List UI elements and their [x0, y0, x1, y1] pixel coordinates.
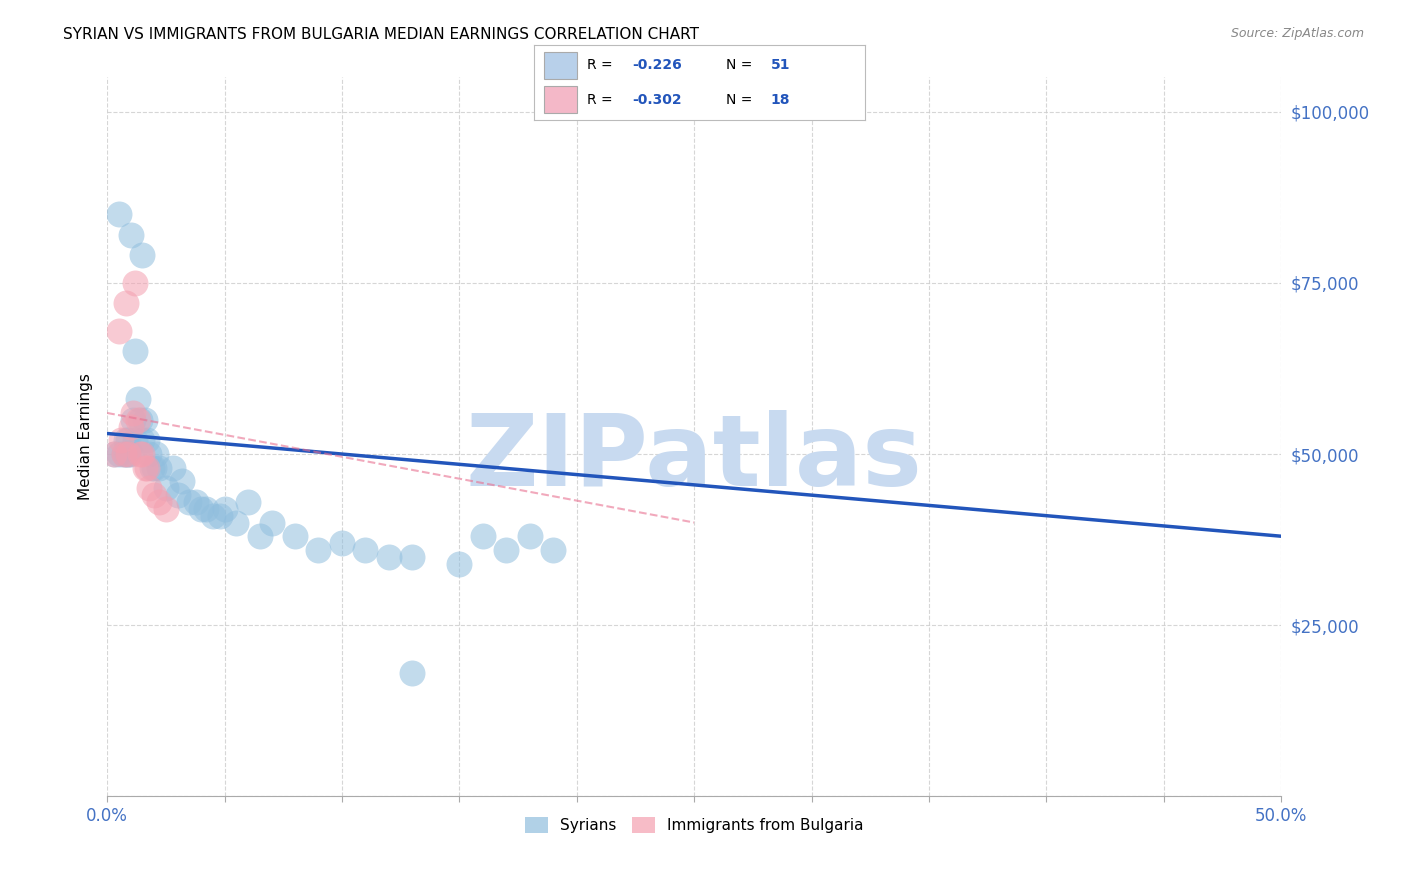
- Point: [519, 529, 541, 543]
- Point: [330, 536, 353, 550]
- Point: [190, 501, 212, 516]
- Point: [127, 392, 149, 407]
- Point: [122, 406, 145, 420]
- Point: [166, 488, 188, 502]
- Point: [141, 460, 163, 475]
- Point: [162, 460, 184, 475]
- Point: [194, 501, 217, 516]
- Point: [179, 495, 201, 509]
- Y-axis label: Median Earnings: Median Earnings: [79, 374, 93, 500]
- Point: [186, 495, 208, 509]
- Point: [129, 413, 152, 427]
- Point: [354, 542, 377, 557]
- Point: [143, 460, 166, 475]
- Text: 51: 51: [770, 59, 790, 72]
- Point: [155, 481, 177, 495]
- Point: [108, 447, 131, 461]
- Text: N =: N =: [725, 93, 756, 106]
- Text: ZIPatlas: ZIPatlas: [465, 410, 922, 507]
- Point: [172, 475, 194, 489]
- Point: [401, 666, 423, 681]
- Point: [131, 248, 153, 262]
- Point: [115, 434, 138, 448]
- Text: -0.226: -0.226: [631, 59, 682, 72]
- Point: [136, 460, 159, 475]
- Point: [110, 434, 132, 448]
- Point: [214, 501, 236, 516]
- Point: [378, 549, 401, 564]
- Point: [131, 434, 153, 448]
- Point: [136, 434, 159, 448]
- Point: [134, 413, 156, 427]
- Point: [260, 516, 283, 530]
- Point: [236, 495, 259, 509]
- Text: R =: R =: [588, 93, 617, 106]
- Point: [201, 508, 224, 523]
- Point: [120, 227, 142, 242]
- Point: [155, 501, 177, 516]
- Bar: [544, 52, 578, 78]
- Point: [112, 447, 135, 461]
- Point: [115, 296, 138, 310]
- Bar: [544, 87, 578, 112]
- Point: [308, 542, 330, 557]
- Point: [471, 529, 494, 543]
- Text: SYRIAN VS IMMIGRANTS FROM BULGARIA MEDIAN EARNINGS CORRELATION CHART: SYRIAN VS IMMIGRANTS FROM BULGARIA MEDIA…: [63, 27, 699, 42]
- Point: [208, 508, 231, 523]
- Point: [117, 434, 139, 448]
- Text: R =: R =: [588, 59, 617, 72]
- Point: [124, 276, 146, 290]
- Text: -0.302: -0.302: [631, 93, 682, 106]
- Point: [124, 434, 146, 448]
- Point: [115, 447, 138, 461]
- Point: [541, 542, 564, 557]
- Point: [103, 447, 125, 461]
- Point: [148, 495, 170, 509]
- Point: [117, 447, 139, 461]
- Point: [103, 447, 125, 461]
- Point: [449, 557, 471, 571]
- Text: N =: N =: [725, 59, 756, 72]
- Point: [108, 207, 131, 221]
- Point: [122, 413, 145, 427]
- Point: [148, 460, 170, 475]
- Point: [401, 549, 423, 564]
- Point: [120, 419, 142, 434]
- Point: [225, 516, 247, 530]
- Point: [127, 413, 149, 427]
- Point: [249, 529, 271, 543]
- Point: [108, 324, 131, 338]
- Point: [143, 488, 166, 502]
- Point: [129, 447, 152, 461]
- Point: [120, 447, 142, 461]
- Point: [131, 447, 153, 461]
- Point: [138, 481, 160, 495]
- Point: [495, 542, 517, 557]
- Legend: Syrians, Immigrants from Bulgaria: Syrians, Immigrants from Bulgaria: [519, 811, 869, 839]
- Point: [124, 344, 146, 359]
- Text: 18: 18: [770, 93, 790, 106]
- Point: [134, 460, 156, 475]
- Point: [145, 447, 167, 461]
- Point: [117, 447, 139, 461]
- Text: Source: ZipAtlas.com: Source: ZipAtlas.com: [1230, 27, 1364, 40]
- Point: [112, 447, 135, 461]
- Point: [138, 447, 160, 461]
- Point: [284, 529, 307, 543]
